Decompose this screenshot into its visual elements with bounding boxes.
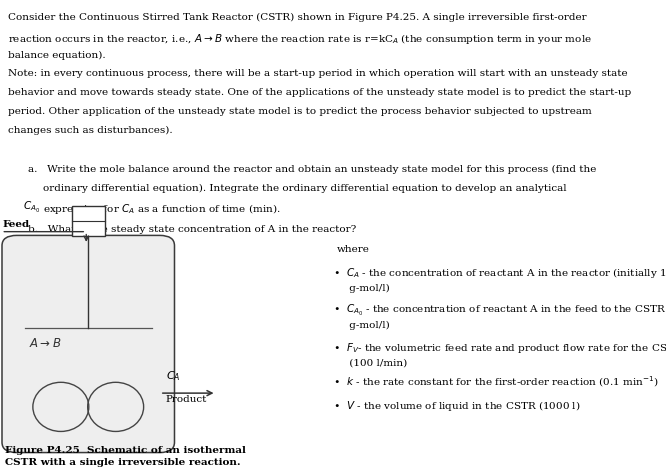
Text: Consider the Continuous Stirred Tank Reactor (CSTR) shown in Figure P4.25. A sin: Consider the Continuous Stirred Tank Rea… (8, 13, 587, 22)
Text: Product: Product (165, 395, 206, 404)
Text: g-mol/l): g-mol/l) (333, 284, 390, 292)
Text: behavior and move towards steady state. One of the applications of the unsteady : behavior and move towards steady state. … (8, 88, 631, 97)
Text: Feed: Feed (2, 220, 29, 229)
Text: g-mol/l): g-mol/l) (333, 321, 390, 330)
Text: expression for $C_A$ as a function of time (min).: expression for $C_A$ as a function of ti… (43, 202, 281, 216)
Text: $A\rightarrow B$: $A\rightarrow B$ (29, 336, 61, 350)
Text: a.   Write the mole balance around the reactor and obtain an unsteady state mode: a. Write the mole balance around the rea… (28, 165, 596, 174)
Text: where: where (336, 245, 369, 254)
Text: b.   What is the steady state concentration of A in the reactor?: b. What is the steady state concentratio… (28, 225, 356, 234)
Text: $\bullet$  $k$ - the rate constant for the first-order reaction (0.1 min$^{-1}$): $\bullet$ $k$ - the rate constant for th… (333, 374, 659, 389)
Text: CSTR with a single irreversible reaction.: CSTR with a single irreversible reaction… (5, 458, 241, 467)
Text: $\bullet$  $C_A$ - the concentration of reactant A in the reactor (initially 1.0: $\bullet$ $C_A$ - the concentration of r… (333, 266, 666, 280)
FancyBboxPatch shape (2, 235, 174, 453)
Bar (72, 206, 105, 236)
Text: (100 l/min): (100 l/min) (333, 358, 407, 367)
Text: $\bullet$  $C_{A_0}$ - the concentration of reactant A in the feed to the CSTR (: $\bullet$ $C_{A_0}$ - the concentration … (333, 303, 666, 318)
Text: ordinary differential equation). Integrate the ordinary differential equation to: ordinary differential equation). Integra… (43, 183, 567, 192)
Text: $\bullet$  $V$ - the volume of liquid in the CSTR (1000 l): $\bullet$ $V$ - the volume of liquid in … (333, 399, 581, 413)
Text: reaction occurs in the reactor, i.e., $A \rightarrow B$ where the reaction rate : reaction occurs in the reactor, i.e., $A… (8, 32, 592, 46)
Text: Figure P4.25  Schematic of an isothermal: Figure P4.25 Schematic of an isothermal (5, 446, 246, 454)
Text: balance equation).: balance equation). (8, 51, 106, 59)
Text: Note: in every continuous process, there will be a start-up period in which oper: Note: in every continuous process, there… (8, 69, 627, 78)
Text: $C_A$: $C_A$ (166, 369, 181, 383)
Text: period. Other application of the unsteady state model is to predict the process : period. Other application of the unstead… (8, 107, 592, 116)
Text: $\bullet$  $F_V$- the volumetric feed rate and product flow rate for the CSTR: $\bullet$ $F_V$- the volumetric feed rat… (333, 341, 666, 355)
Text: $C_{A_0}$: $C_{A_0}$ (23, 200, 41, 215)
Text: changes such as disturbances).: changes such as disturbances). (8, 125, 172, 134)
